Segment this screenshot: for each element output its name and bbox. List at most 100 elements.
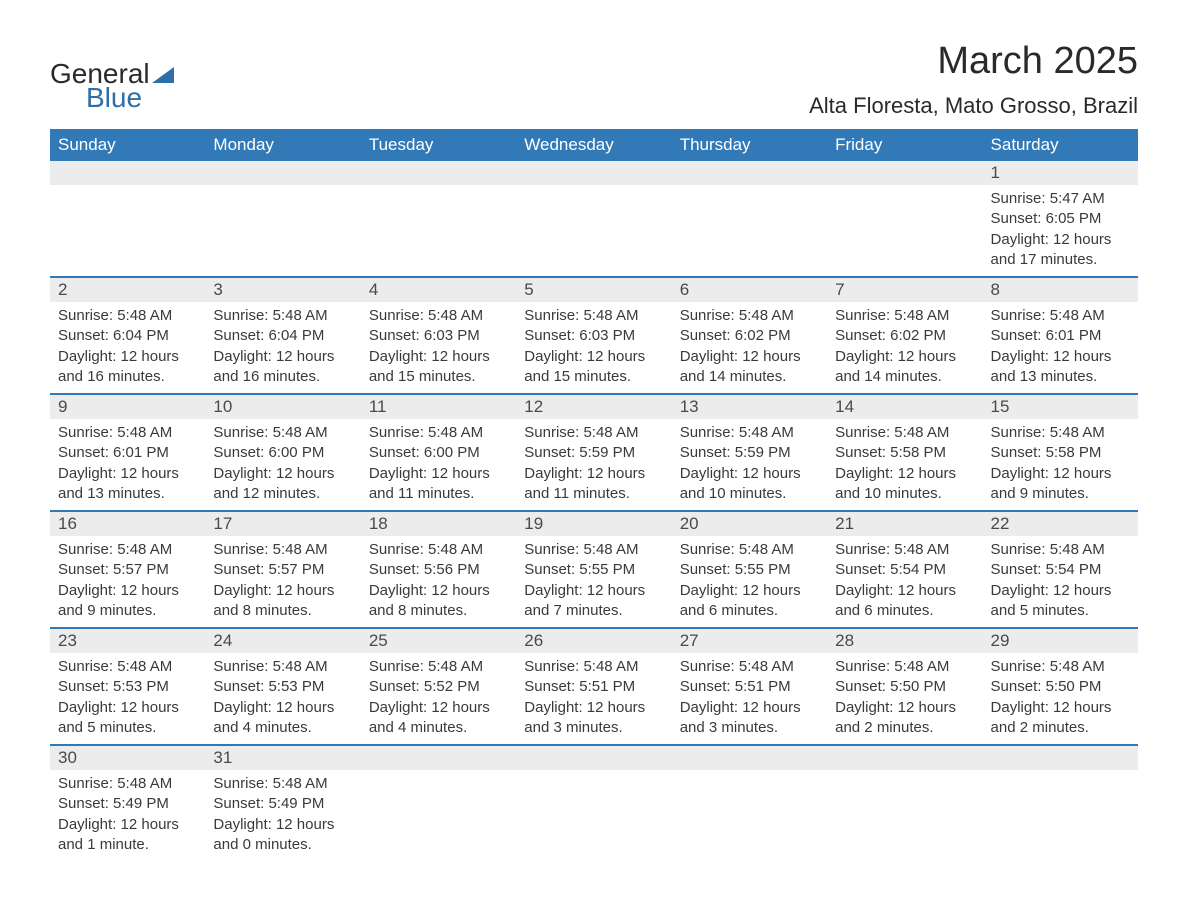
day-number: 21 [827,512,982,536]
sunrise-line: Sunrise: 5:48 AM [835,657,974,677]
day-details: Sunrise: 5:48 AMSunset: 6:00 PMDaylight:… [361,419,516,510]
sunrise-line: Sunrise: 5:48 AM [213,306,352,326]
daylight-line: Daylight: 12 hours and 14 minutes. [835,347,974,388]
daylight-line: Daylight: 12 hours and 5 minutes. [58,698,197,739]
calendar-day-empty [361,161,516,276]
day-details: Sunrise: 5:48 AMSunset: 5:52 PMDaylight:… [361,653,516,744]
day-details: Sunrise: 5:48 AMSunset: 5:51 PMDaylight:… [516,653,671,744]
day-details: Sunrise: 5:48 AMSunset: 5:49 PMDaylight:… [50,770,205,861]
day-number [361,161,516,185]
calendar-day: 23Sunrise: 5:48 AMSunset: 5:53 PMDayligh… [50,629,205,744]
day-details: Sunrise: 5:48 AMSunset: 5:57 PMDaylight:… [50,536,205,627]
sunset-line: Sunset: 6:00 PM [213,443,352,463]
day-details: Sunrise: 5:48 AMSunset: 6:04 PMDaylight:… [205,302,360,393]
day-number [827,746,982,770]
sunset-line: Sunset: 6:03 PM [524,326,663,346]
calendar-day: 26Sunrise: 5:48 AMSunset: 5:51 PMDayligh… [516,629,671,744]
calendar-day-empty [516,746,671,861]
calendar-day: 12Sunrise: 5:48 AMSunset: 5:59 PMDayligh… [516,395,671,510]
sunset-line: Sunset: 6:04 PM [58,326,197,346]
calendar-day-empty [361,746,516,861]
day-details: Sunrise: 5:48 AMSunset: 5:58 PMDaylight:… [983,419,1138,510]
sunrise-line: Sunrise: 5:48 AM [991,657,1130,677]
sunrise-line: Sunrise: 5:48 AM [369,423,508,443]
location-subtitle: Alta Floresta, Mato Grosso, Brazil [809,93,1138,119]
sunset-line: Sunset: 5:58 PM [991,443,1130,463]
day-details: Sunrise: 5:48 AMSunset: 5:50 PMDaylight:… [827,653,982,744]
sunset-line: Sunset: 5:50 PM [991,677,1130,697]
day-number: 24 [205,629,360,653]
day-number: 26 [516,629,671,653]
day-details: Sunrise: 5:48 AMSunset: 5:55 PMDaylight:… [672,536,827,627]
calendar-day: 18Sunrise: 5:48 AMSunset: 5:56 PMDayligh… [361,512,516,627]
calendar-day: 9Sunrise: 5:48 AMSunset: 6:01 PMDaylight… [50,395,205,510]
daylight-line: Daylight: 12 hours and 3 minutes. [680,698,819,739]
day-details: Sunrise: 5:48 AMSunset: 5:50 PMDaylight:… [983,653,1138,744]
day-details: Sunrise: 5:48 AMSunset: 6:00 PMDaylight:… [205,419,360,510]
daylight-line: Daylight: 12 hours and 16 minutes. [213,347,352,388]
calendar-day: 14Sunrise: 5:48 AMSunset: 5:58 PMDayligh… [827,395,982,510]
daylight-line: Daylight: 12 hours and 15 minutes. [524,347,663,388]
day-number: 18 [361,512,516,536]
brand-logo: General Blue [50,60,174,112]
calendar-day-empty [983,746,1138,861]
sunrise-line: Sunrise: 5:48 AM [369,540,508,560]
sunset-line: Sunset: 6:04 PM [213,326,352,346]
day-number [516,161,671,185]
day-number: 25 [361,629,516,653]
calendar-day-empty [50,161,205,276]
sunset-line: Sunset: 5:55 PM [524,560,663,580]
day-number: 6 [672,278,827,302]
daylight-line: Daylight: 12 hours and 9 minutes. [58,581,197,622]
calendar-day-empty [672,161,827,276]
daylight-line: Daylight: 12 hours and 4 minutes. [213,698,352,739]
calendar-day: 25Sunrise: 5:48 AMSunset: 5:52 PMDayligh… [361,629,516,744]
sunrise-line: Sunrise: 5:48 AM [524,540,663,560]
weekday-header: Saturday [983,129,1138,161]
calendar-day: 1Sunrise: 5:47 AMSunset: 6:05 PMDaylight… [983,161,1138,276]
calendar-day: 13Sunrise: 5:48 AMSunset: 5:59 PMDayligh… [672,395,827,510]
day-details: Sunrise: 5:48 AMSunset: 6:03 PMDaylight:… [361,302,516,393]
sunrise-line: Sunrise: 5:48 AM [680,306,819,326]
daylight-line: Daylight: 12 hours and 5 minutes. [991,581,1130,622]
sunrise-line: Sunrise: 5:48 AM [835,306,974,326]
day-number: 13 [672,395,827,419]
day-details [672,770,827,840]
day-number: 15 [983,395,1138,419]
calendar-day: 6Sunrise: 5:48 AMSunset: 6:02 PMDaylight… [672,278,827,393]
daylight-line: Daylight: 12 hours and 10 minutes. [680,464,819,505]
calendar-day: 3Sunrise: 5:48 AMSunset: 6:04 PMDaylight… [205,278,360,393]
daylight-line: Daylight: 12 hours and 12 minutes. [213,464,352,505]
calendar-day: 17Sunrise: 5:48 AMSunset: 5:57 PMDayligh… [205,512,360,627]
daylight-line: Daylight: 12 hours and 11 minutes. [524,464,663,505]
calendar-day: 22Sunrise: 5:48 AMSunset: 5:54 PMDayligh… [983,512,1138,627]
daylight-line: Daylight: 12 hours and 13 minutes. [58,464,197,505]
calendar-day: 15Sunrise: 5:48 AMSunset: 5:58 PMDayligh… [983,395,1138,510]
calendar-day: 10Sunrise: 5:48 AMSunset: 6:00 PMDayligh… [205,395,360,510]
daylight-line: Daylight: 12 hours and 11 minutes. [369,464,508,505]
calendar-week: 9Sunrise: 5:48 AMSunset: 6:01 PMDaylight… [50,393,1138,510]
sunrise-line: Sunrise: 5:48 AM [835,540,974,560]
calendar-day: 24Sunrise: 5:48 AMSunset: 5:53 PMDayligh… [205,629,360,744]
daylight-line: Daylight: 12 hours and 13 minutes. [991,347,1130,388]
sunset-line: Sunset: 6:02 PM [835,326,974,346]
sunrise-line: Sunrise: 5:48 AM [58,774,197,794]
day-number: 12 [516,395,671,419]
day-details: Sunrise: 5:48 AMSunset: 5:53 PMDaylight:… [205,653,360,744]
sunset-line: Sunset: 5:53 PM [58,677,197,697]
weekday-header: Wednesday [516,129,671,161]
day-details: Sunrise: 5:48 AMSunset: 6:01 PMDaylight:… [50,419,205,510]
daylight-line: Daylight: 12 hours and 7 minutes. [524,581,663,622]
calendar-day: 29Sunrise: 5:48 AMSunset: 5:50 PMDayligh… [983,629,1138,744]
sunset-line: Sunset: 5:51 PM [680,677,819,697]
weekday-header: Thursday [672,129,827,161]
day-details: Sunrise: 5:48 AMSunset: 5:49 PMDaylight:… [205,770,360,861]
calendar-day: 27Sunrise: 5:48 AMSunset: 5:51 PMDayligh… [672,629,827,744]
sunset-line: Sunset: 5:59 PM [680,443,819,463]
day-details [516,770,671,840]
calendar-day: 7Sunrise: 5:48 AMSunset: 6:02 PMDaylight… [827,278,982,393]
calendar-day: 11Sunrise: 5:48 AMSunset: 6:00 PMDayligh… [361,395,516,510]
calendar-week: 16Sunrise: 5:48 AMSunset: 5:57 PMDayligh… [50,510,1138,627]
day-number: 5 [516,278,671,302]
day-number: 28 [827,629,982,653]
